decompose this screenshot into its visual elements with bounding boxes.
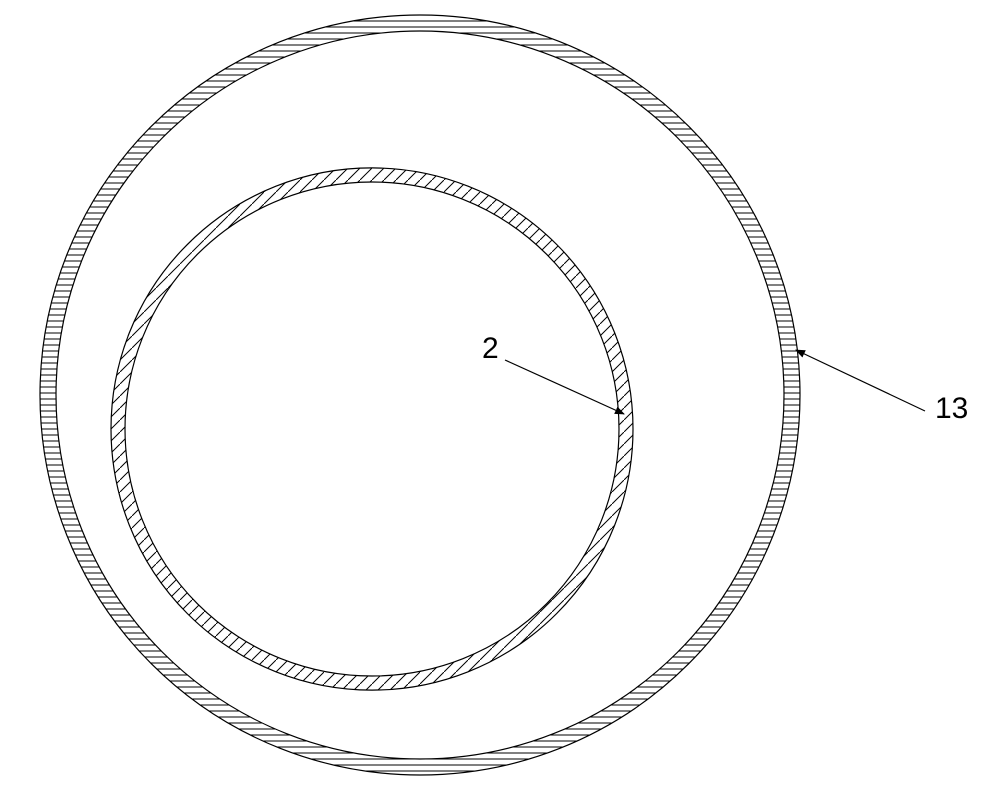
rings-group bbox=[40, 15, 800, 775]
callout-13-label: 13 bbox=[935, 392, 968, 425]
concentric-rings-diagram: 2 13 bbox=[0, 0, 1000, 787]
callout-2-label: 2 bbox=[482, 332, 499, 365]
callout-2-leader bbox=[505, 360, 624, 414]
callouts-group: 2 13 bbox=[482, 332, 968, 425]
outer-ring bbox=[40, 15, 800, 775]
callout-13-leader bbox=[796, 350, 925, 411]
inner-ring bbox=[111, 168, 633, 690]
